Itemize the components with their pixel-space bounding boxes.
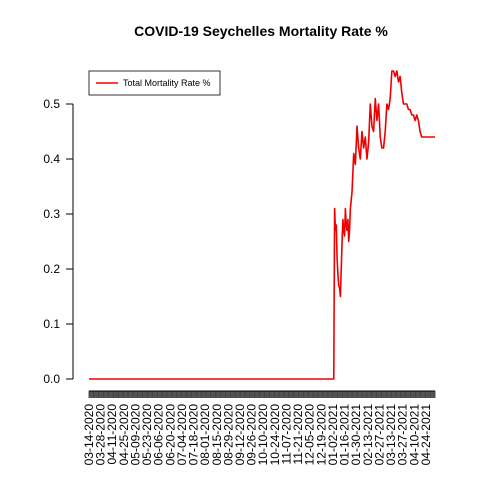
legend: Total Mortality Rate % bbox=[89, 71, 220, 95]
x-axis-ticks bbox=[89, 391, 435, 398]
y-tick-label: 0.2 bbox=[43, 262, 60, 276]
series-line-total-mortality-rate bbox=[89, 71, 435, 379]
x-axis-tick-labels: 03-14-202003-28-202004-11-202004-25-2020… bbox=[82, 404, 433, 466]
y-tick-label: 0.3 bbox=[43, 207, 60, 221]
legend-entry-total-mortality-rate: Total Mortality Rate % bbox=[123, 78, 211, 88]
y-tick-label: 0.0 bbox=[43, 372, 60, 386]
y-tick-label: 0.4 bbox=[43, 152, 60, 166]
x-tick-label: 04-24-2021 bbox=[419, 404, 433, 466]
chart-title: COVID-19 Seychelles Mortality Rate % bbox=[134, 23, 388, 39]
y-tick-label: 0.5 bbox=[43, 97, 60, 111]
y-tick-label: 0.1 bbox=[43, 317, 60, 331]
y-axis-ticks: 0.0 0.1 0.2 0.3 0.4 0.5 bbox=[43, 97, 73, 386]
